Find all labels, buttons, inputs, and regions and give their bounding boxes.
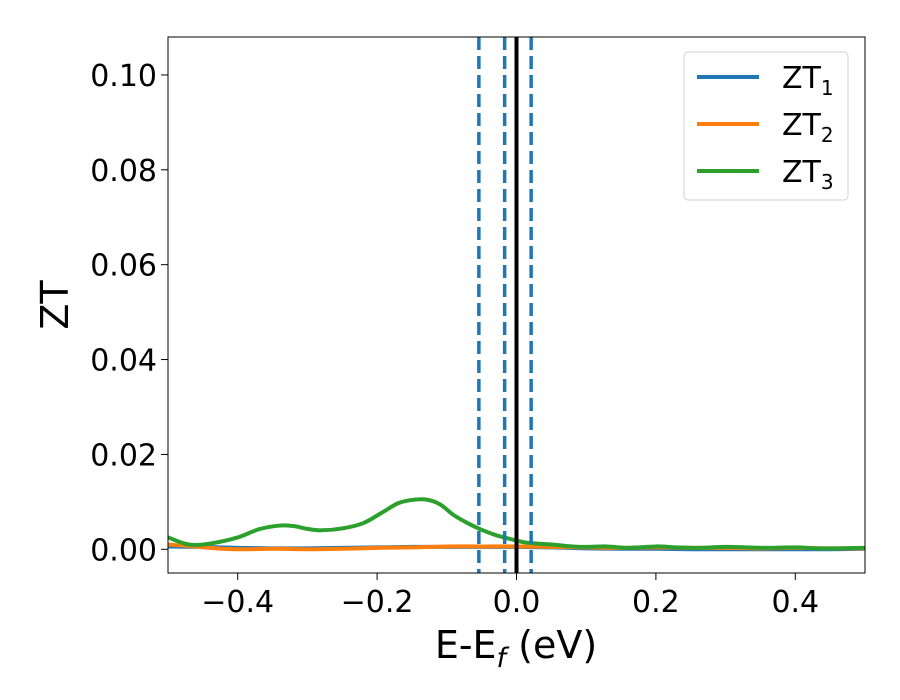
y-tick-label: 0.06 xyxy=(90,249,157,284)
legend: ZT1 ZT2 ZT3 xyxy=(683,51,849,201)
x-tick-label: 0.0 xyxy=(493,585,541,620)
legend-label-3: ZT3 xyxy=(782,155,834,194)
y-tick-label: 0.08 xyxy=(90,154,157,189)
legend-label-2: ZT2 xyxy=(782,108,834,147)
x-axis-ticks: −0.4 −0.2 0.0 0.2 0.4 xyxy=(201,573,819,620)
series-line-3 xyxy=(168,497,865,551)
x-tick-label: −0.2 xyxy=(341,585,414,620)
y-tick-label: 0.04 xyxy=(90,344,157,379)
x-tick-label: 0.4 xyxy=(771,585,819,620)
y-axis-label: ZT xyxy=(33,280,77,330)
y-tick-label: 0.00 xyxy=(90,533,157,568)
x-axis-label-main: E-E xyxy=(435,623,497,667)
y-tick-label: 0.10 xyxy=(90,59,157,94)
x-tick-label: 0.2 xyxy=(632,585,680,620)
legend-label-1: ZT1 xyxy=(782,61,834,100)
y-axis-ticks: 0.00 0.02 0.04 0.06 0.08 0.10 xyxy=(90,59,168,568)
x-axis-label: E-Ef (eV) xyxy=(435,623,597,674)
y-tick-label: 0.02 xyxy=(90,438,157,473)
vline-layer xyxy=(477,37,533,573)
legend-frame xyxy=(683,51,849,201)
x-axis-label-unit: (eV) xyxy=(506,623,597,667)
x-tick-label: −0.4 xyxy=(201,585,274,620)
